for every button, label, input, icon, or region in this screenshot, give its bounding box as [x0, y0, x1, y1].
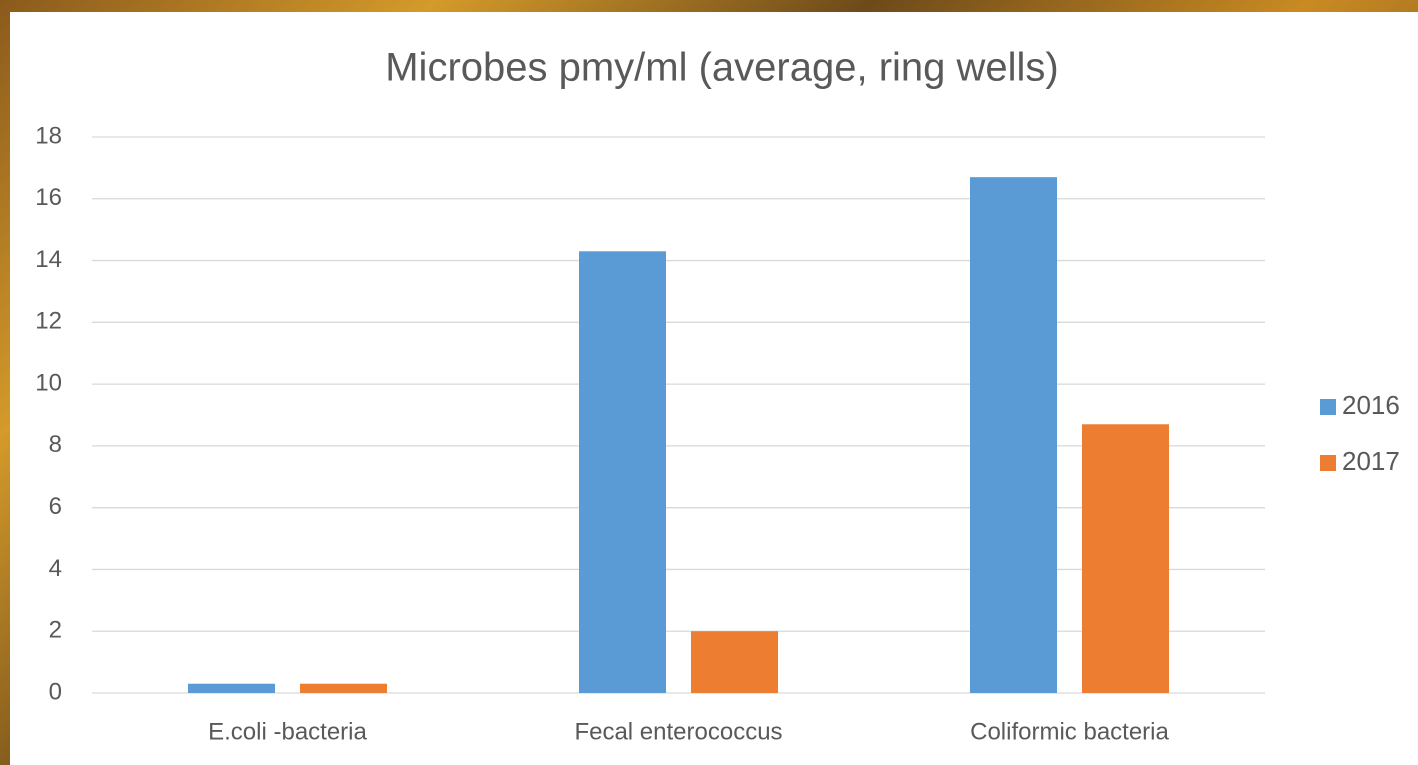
y-tick-label: 4 [49, 555, 62, 582]
bar [1082, 424, 1169, 693]
chart-title: Microbes pmy/ml (average, ring wells) [385, 46, 1059, 90]
bar [188, 683, 275, 693]
x-tick-label: E.coli -bacteria [208, 718, 367, 745]
legend-swatch [1320, 399, 1336, 415]
y-tick-label: 18 [35, 122, 62, 149]
y-tick-label: 14 [35, 246, 62, 273]
bar [579, 251, 666, 694]
y-tick-label: 0 [49, 678, 62, 705]
y-tick-label: 12 [35, 308, 62, 335]
y-tick-label: 10 [35, 369, 62, 396]
bar [300, 683, 387, 693]
x-tick-label: Fecal enterococcus [574, 718, 782, 745]
y-tick-label: 16 [35, 184, 62, 211]
y-tick-label: 2 [49, 617, 62, 644]
bar [691, 631, 778, 693]
bar [970, 177, 1057, 694]
y-tick-label: 6 [49, 493, 62, 520]
legend-label: 2017 [1342, 446, 1400, 476]
legend-label: 2016 [1342, 390, 1400, 420]
legend-swatch [1320, 455, 1336, 471]
x-tick-label: Coliformic bacteria [970, 718, 1169, 745]
y-tick-label: 8 [49, 431, 62, 458]
